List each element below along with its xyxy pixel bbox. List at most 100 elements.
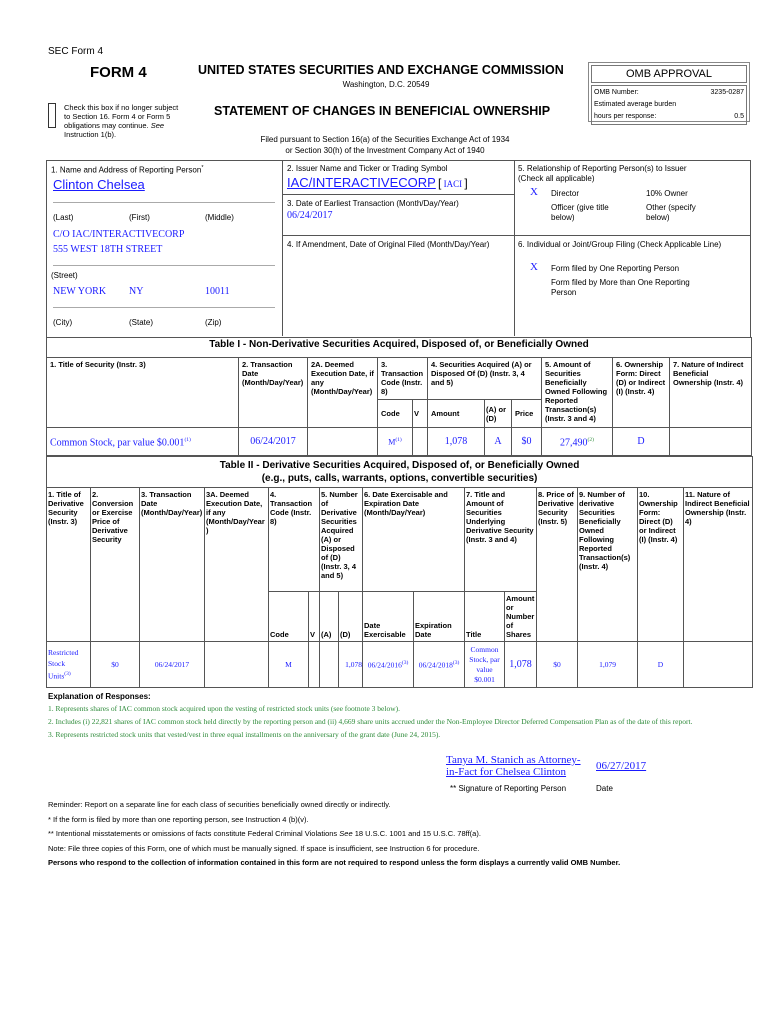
t1-header: 1. Title of Security (Instr. 3) [46, 357, 239, 428]
commission-city: Washington, D.C. 20549 [342, 80, 430, 89]
box-filing-type: 6. Individual or Joint/Group Filing (Che… [518, 240, 722, 297]
t1-header: 4. Securities Acquired (A) or Disposed O… [427, 357, 542, 400]
filed-pursuant: Filed pursuant to Section 16(a) of the S… [260, 135, 510, 155]
t1-header: 6. Ownership Form: Direct (D) or Indirec… [612, 357, 670, 428]
omb-approval-box: OMB APPROVAL OMB Number: 3235-0287 Estima… [588, 62, 750, 125]
t2-header: 4. Transaction Code (Instr. 8) [268, 487, 320, 592]
zip: 10011 [205, 286, 230, 297]
table1-title: Table I - Non-Derivative Securities Acqu… [46, 337, 752, 358]
t1-subheader: V [412, 399, 428, 428]
signature-label: ** Signature of Reporting Person [450, 784, 567, 793]
t1-subheader: (A) or (D) [484, 399, 512, 428]
t2-subheader: (A) [319, 591, 339, 642]
t2-subheader: V [308, 591, 320, 642]
table-non-derivative: Table I - Non-Derivative Securities Acqu… [46, 337, 752, 456]
t2-header: 3A. Deemed Execution Date, if any (Month… [204, 487, 269, 642]
table-derivative: Table II - Derivative Securities Acquire… [45, 456, 754, 688]
box-reporting-person: 1. Name and Address of Reporting Person*… [47, 161, 283, 336]
table-row: Common Stock, par value $0.001(1) 06/24/2… [46, 427, 752, 456]
amount: 1,078 [427, 427, 485, 456]
omb-title: OMB APPROVAL [591, 65, 747, 83]
t2-subheader: Date Exercisable [362, 591, 414, 642]
middle-label: (Middle) [205, 213, 234, 222]
transaction-date: 06/24/2017 [238, 427, 308, 456]
box-issuer: 2. Issuer Name and Ticker or Trading Sym… [283, 161, 515, 195]
explanations-title: Explanation of Responses: [48, 692, 151, 701]
box-relationship: 5. Relationship of Reporting Person(s) t… [515, 161, 751, 236]
t1-header: 7. Nature of Indirect Beneficial Ownersh… [669, 357, 752, 428]
t2-subheader: Expiration Date [413, 591, 465, 642]
ticker: IACI [443, 179, 463, 189]
t1-subheader: Code [377, 399, 413, 428]
disposed: 1,078 [338, 641, 363, 688]
expiration-date: 06/24/2018 [418, 660, 453, 670]
t2-subheader: Code [268, 591, 309, 642]
footnote: 3. Represents restricted stock units tha… [48, 730, 441, 739]
t1-subheader: Price [511, 399, 542, 428]
omb-burden: Estimated average burden [594, 101, 677, 108]
star-note: * If the form is filed by more than one … [48, 814, 309, 824]
one-person-checkmark[interactable]: X [530, 261, 538, 273]
commission-title: UNITED STATES SECURITIES AND EXCHANGE CO… [198, 63, 564, 77]
reporting-info-section: 1. Name and Address of Reporting Person*… [46, 160, 751, 338]
omb-number: 3235-0287 [710, 89, 744, 96]
derivatives-owned: 1,079 [577, 641, 638, 688]
t2-header: 6. Date Exercisable and Expiration Date … [362, 487, 465, 592]
t1-header: 2A. Deemed Execution Date, if any (Month… [307, 357, 378, 428]
t2-header: 7. Title and Amount of Securities Underl… [464, 487, 537, 592]
transaction-code: M [268, 641, 309, 688]
earliest-transaction-date: 06/24/2017 [287, 210, 333, 221]
last-label: (Last) [53, 213, 74, 222]
t1-header: 3. Transaction Code (Instr. 8) [377, 357, 428, 400]
street1: C/O IAC/INTERACTIVECORP [53, 229, 185, 240]
conversion-price: $0 [90, 641, 140, 688]
reminder: Reminder: Report on a separate line for … [48, 800, 391, 809]
form-title: FORM 4 [90, 64, 147, 81]
t2-header: 2. Conversion or Exercise Price of Deriv… [90, 487, 140, 642]
state: NY [129, 286, 144, 297]
acquired-disposed: A [484, 427, 512, 456]
derivative-title: Restricted Stock Units [48, 648, 79, 681]
t2-header: 8. Price of Derivative Security (Instr. … [536, 487, 578, 642]
signature-date[interactable]: 06/27/2017 [596, 760, 647, 772]
omb-hours-label: hours per response: [594, 113, 657, 120]
t2-subheader: (D) [338, 591, 363, 642]
more-person-label: Form filed by More than One Reporting Pe… [551, 278, 690, 297]
statement-title: STATEMENT OF CHANGES IN BENEFICIAL OWNER… [214, 104, 551, 118]
explanations-list: 1. Represents shares of IAC common stock… [48, 704, 713, 740]
table2-subtitle: (e.g., puts, calls, warrants, options, c… [261, 473, 538, 484]
city: NEW YORK [53, 286, 107, 297]
amount-owned: 27,490 [560, 437, 588, 449]
t2-subheader: Amount or Number of Shares [504, 591, 537, 642]
t2-header: 5. Number of Derivative Securities Acqui… [319, 487, 363, 592]
t2-header: 11. Nature of Indirect Beneficial Owners… [682, 487, 754, 642]
t2-header: 3. Transaction Date (Month/Day/Year) [139, 487, 205, 642]
derivative-price: $0 [536, 641, 578, 688]
other-label: Other (specify below) [646, 203, 696, 222]
transaction-code: M [388, 437, 396, 447]
zip-label: (Zip) [205, 318, 222, 327]
omb-notice: Persons who respond to the collection of… [48, 858, 621, 867]
officer-label: Officer (give title below) [551, 203, 609, 222]
street-label: (Street) [51, 271, 78, 280]
t2-header: 1. Title of Derivative Security (Instr. … [46, 487, 91, 642]
copies-note: Note: File three copies of this Form, on… [48, 843, 480, 853]
date-label: Date [596, 784, 613, 793]
director-checkmark[interactable]: X [530, 186, 538, 198]
state-label: (State) [129, 318, 154, 327]
reporting-person-name[interactable]: Clinton Chelsea [53, 177, 145, 192]
t1-header: 5. Amount of Securities Beneficially Own… [541, 357, 613, 428]
one-person-label: Form filed by One Reporting Person [551, 264, 680, 273]
sec-form-label: SEC Form 4 [48, 46, 104, 57]
t2-header: 10. Ownership Form: Direct (D) or Indire… [637, 487, 684, 642]
box-amendment: 4. If Amendment, Date of Original Filed … [283, 236, 515, 336]
omb-number-label: OMB Number: [594, 89, 639, 96]
checkbox-label: Check this box if no longer subject to S… [64, 103, 179, 139]
footnote: 1. Represents shares of IAC common stock… [48, 704, 400, 713]
issuer-name[interactable]: IAC/INTERACTIVECORP [287, 175, 436, 190]
table2-title: Table II - Derivative Securities Acquire… [219, 460, 580, 471]
no-longer-subject-checkbox[interactable] [48, 103, 56, 128]
signature-name[interactable]: Tanya M. Stanich as Attorney-in-Fact for… [446, 754, 581, 778]
date-exercisable: 06/24/2016 [367, 660, 402, 670]
underlying-amount: 1,078 [504, 641, 537, 688]
